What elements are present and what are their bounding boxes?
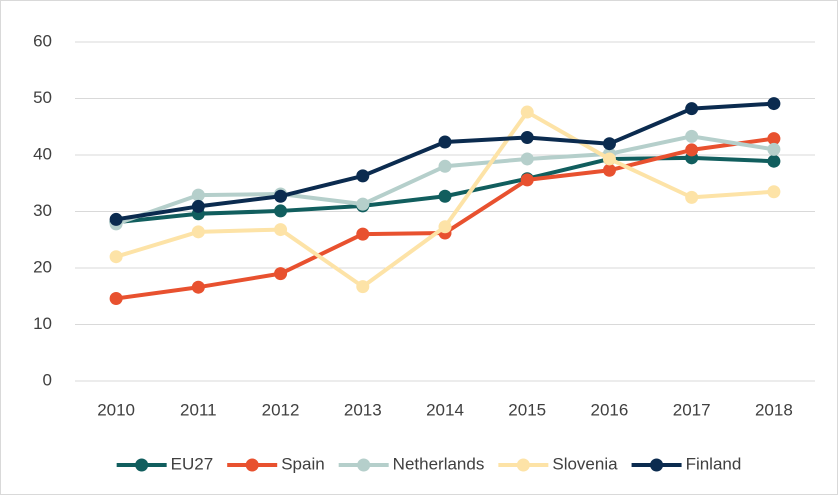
y-tick-label: 50 [33, 88, 52, 107]
y-tick-label: 10 [33, 314, 52, 333]
data-point [767, 154, 781, 168]
legend-label: Spain [281, 454, 324, 473]
legend-marker [135, 458, 149, 472]
y-tick-label: 20 [33, 257, 52, 276]
data-point [767, 132, 781, 146]
data-point [767, 97, 781, 111]
y-tick-label: 60 [33, 31, 52, 50]
legend-label: Slovenia [552, 454, 618, 473]
legend-label: Netherlands [393, 454, 485, 473]
data-point [438, 135, 452, 149]
data-point [109, 212, 123, 226]
data-point [520, 105, 534, 119]
data-point [191, 188, 205, 202]
data-point [520, 130, 534, 144]
legend-label: Finland [686, 454, 742, 473]
data-point [438, 189, 452, 203]
y-tick-label: 30 [33, 201, 52, 220]
x-tick-label: 2017 [673, 400, 711, 419]
data-point [602, 163, 616, 177]
legend-label: EU27 [171, 454, 214, 473]
x-tick-label: 2012 [262, 400, 300, 419]
legend: EU27 Spain Netherlands Slovenia Finland [116, 454, 742, 473]
legend-marker [357, 458, 371, 472]
data-point [520, 152, 534, 166]
data-point [356, 169, 370, 183]
x-tick-label: 2013 [344, 400, 382, 419]
data-point [438, 159, 452, 173]
y-tick-label: 40 [33, 144, 52, 163]
data-point [520, 173, 534, 187]
x-tick-label: 2014 [426, 400, 464, 419]
data-point [685, 129, 699, 143]
x-tick-label: 2015 [508, 400, 546, 419]
x-tick-label: 2011 [180, 400, 217, 419]
data-point [685, 102, 699, 116]
data-point [109, 292, 123, 306]
legend-marker [245, 458, 259, 472]
data-point [191, 280, 205, 294]
data-point [274, 223, 288, 237]
data-point [438, 220, 452, 234]
data-point [356, 197, 370, 211]
data-point [274, 267, 288, 281]
data-point [685, 190, 699, 204]
data-point [767, 142, 781, 156]
legend-marker [516, 458, 530, 472]
data-point [274, 189, 288, 203]
data-point [356, 227, 370, 241]
x-tick-label: 2018 [755, 400, 793, 419]
data-point [109, 250, 123, 264]
legend-marker [650, 458, 664, 472]
data-point [356, 280, 370, 294]
data-point [191, 199, 205, 213]
x-tick-label: 2010 [97, 400, 135, 419]
data-point [274, 204, 288, 218]
x-tick-label: 2016 [591, 400, 629, 419]
data-point [191, 225, 205, 239]
data-point [685, 143, 699, 157]
data-point [602, 137, 616, 151]
data-point [767, 185, 781, 199]
data-point [602, 152, 616, 166]
y-tick-label: 0 [43, 370, 52, 389]
